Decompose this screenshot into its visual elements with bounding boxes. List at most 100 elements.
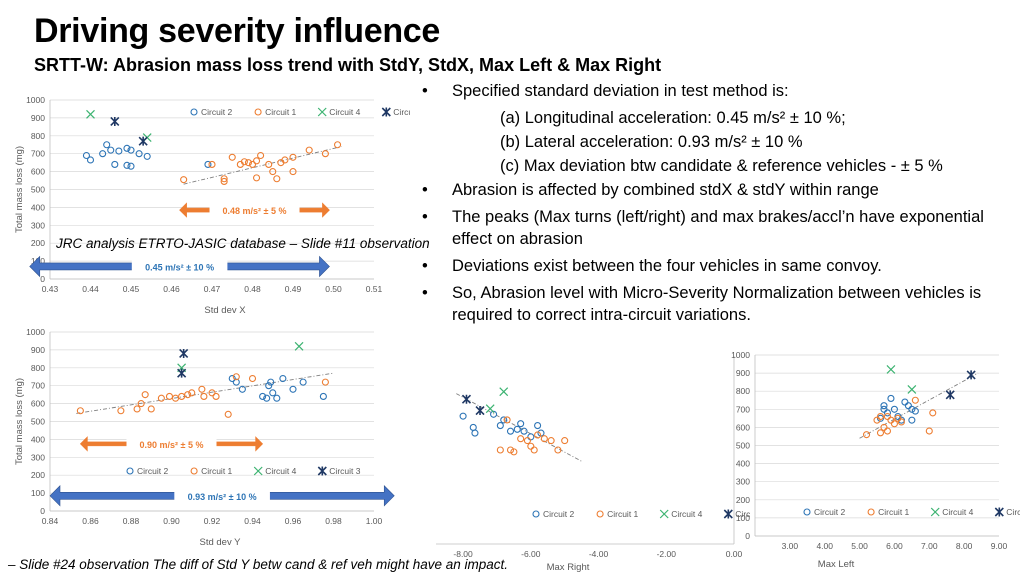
- y-tick-label: 100: [736, 513, 750, 523]
- data-point: [177, 368, 187, 378]
- data-point: [907, 384, 917, 394]
- data-point: [147, 405, 155, 413]
- data-point: [911, 407, 919, 415]
- x-tick-label: 0.86: [82, 516, 99, 526]
- y-tick-label: 400: [736, 459, 750, 469]
- y-tick-label: 200: [736, 495, 750, 505]
- data-point: [172, 394, 180, 402]
- y-tick-label: 400: [31, 434, 45, 444]
- data-point: [459, 412, 467, 420]
- data-point: [876, 429, 885, 437]
- y-tick-label: 800: [31, 131, 45, 141]
- data-point: [883, 412, 892, 421]
- data-point: [289, 153, 297, 161]
- range-label: 0.45 m/s² ± 10 %: [145, 262, 214, 272]
- y-axis-label: Total mass loss (mg): [14, 146, 25, 233]
- data-point: [994, 507, 1004, 517]
- data-point: [880, 402, 888, 410]
- x-tick-label: -6.00: [521, 549, 541, 559]
- y-tick-label: 1000: [26, 95, 45, 105]
- data-point: [496, 422, 504, 430]
- legend-label: Circuit 4: [329, 107, 360, 117]
- x-tick-label: 0.90: [163, 516, 180, 526]
- data-point: [596, 510, 604, 518]
- data-point: [115, 147, 123, 155]
- data-point: [499, 387, 509, 397]
- data-point: [220, 177, 228, 185]
- bullet-text: Deviations exist between the four vehicl…: [452, 257, 882, 275]
- bullet-text: Specified standard deviation in test met…: [452, 82, 789, 100]
- data-point: [267, 378, 275, 386]
- legend-label: Circuit 4: [265, 466, 296, 476]
- data-point: [513, 425, 521, 433]
- data-point: [911, 396, 919, 404]
- data-point: [184, 391, 192, 399]
- data-point: [253, 157, 261, 165]
- data-point: [281, 156, 289, 164]
- data-point: [317, 466, 327, 476]
- data-point: [190, 108, 198, 116]
- data-point: [475, 405, 485, 416]
- bullet-list: • Specified standard deviation in test me…: [422, 80, 1022, 331]
- data-point: [279, 374, 287, 383]
- data-point: [165, 392, 174, 400]
- y-tick-label: 900: [31, 113, 45, 123]
- y-tick-label: 700: [31, 149, 45, 159]
- data-point: [862, 431, 871, 439]
- data-point: [133, 405, 141, 413]
- data-point: [99, 150, 107, 158]
- data-point: [537, 429, 545, 437]
- bullet-item: • So, Abrasion level with Micro-Severity …: [422, 282, 1022, 326]
- x-tick-label: 1.00: [366, 516, 383, 526]
- data-point: [883, 427, 892, 435]
- data-point: [289, 168, 297, 176]
- range-label: 0.90 m/s² ± 5 %: [140, 440, 204, 450]
- y-tick-label: 500: [31, 417, 45, 427]
- data-point: [289, 385, 297, 393]
- y-tick-label: 600: [31, 399, 45, 409]
- data-point: [333, 141, 342, 149]
- data-point: [273, 394, 281, 402]
- chart-stdy: 0 100 200 300 400 500 600 700 800 900 1000 0.84 0.86…: [14, 327, 395, 548]
- data-point: [107, 146, 115, 154]
- data-point: [532, 510, 540, 518]
- bullet-sub-item: (b) Lateral acceleration: 0.93 m/s² ± 10…: [422, 131, 1022, 153]
- data-point: [188, 389, 196, 397]
- data-point: [321, 150, 329, 158]
- data-point: [263, 394, 271, 402]
- data-point: [540, 435, 548, 443]
- data-point: [248, 374, 257, 383]
- data-point: [500, 416, 508, 424]
- data-point: [232, 373, 240, 381]
- data-point: [461, 394, 472, 404]
- range-label: 0.48 m/s² ± 5 %: [223, 206, 287, 216]
- legend-label: Circuit 1: [607, 509, 638, 519]
- chart-stdx: 010020030040050060070080090010000.430.44…: [14, 95, 410, 316]
- bullet-item: • Specified standard deviation in test me…: [422, 80, 1022, 102]
- data-point: [76, 407, 84, 415]
- data-point: [659, 509, 669, 519]
- data-point: [966, 370, 976, 380]
- data-point: [523, 437, 531, 445]
- data-point: [534, 422, 542, 430]
- x-tick-label: 0.44: [82, 284, 99, 294]
- y-tick-label: 0: [40, 506, 45, 516]
- x-tick-label: 0.49: [285, 284, 302, 294]
- legend-label: Circuit 4: [942, 507, 973, 517]
- y-tick-label: 900: [31, 345, 45, 355]
- data-point: [299, 378, 307, 386]
- legend-label: Circuit 1: [201, 466, 232, 476]
- slide-subtitle: SRTT-W: Abrasion mass loss trend with St…: [34, 55, 662, 75]
- range-label-bg: [174, 489, 270, 502]
- data-point: [123, 144, 131, 152]
- chart-maxleft: 0 100 200 300 400 500 600 700 800 900 1000 3.00 4.00…: [731, 350, 1020, 570]
- data-point: [86, 156, 95, 164]
- y-tick-label: 900: [736, 368, 750, 378]
- y-tick-label: 1000: [26, 327, 45, 337]
- data-point: [254, 108, 262, 116]
- data-point: [110, 116, 120, 127]
- data-point: [157, 394, 165, 402]
- data-point: [143, 152, 151, 160]
- data-point: [317, 107, 327, 117]
- y-tick-label: 500: [31, 185, 45, 195]
